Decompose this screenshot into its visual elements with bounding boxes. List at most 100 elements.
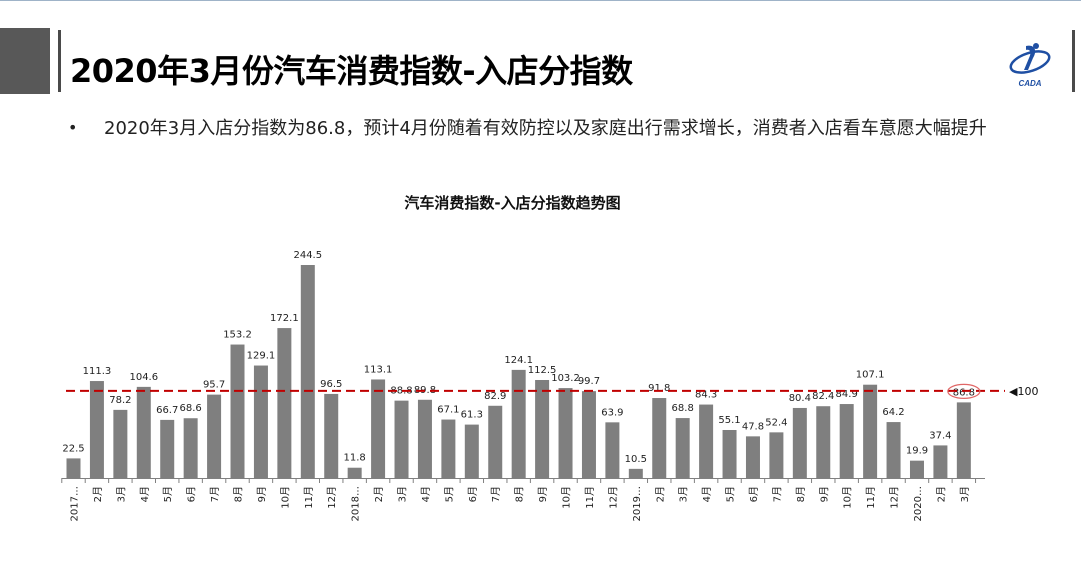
x-tick-label: 7月 — [209, 486, 221, 502]
bar — [839, 404, 854, 478]
x-tick-label: 2月 — [654, 486, 666, 502]
bar — [909, 460, 924, 478]
x-tick-label: 6月 — [748, 486, 760, 502]
data-label: 84.3 — [695, 390, 717, 401]
bar — [347, 467, 362, 478]
data-label: 55.1 — [718, 415, 740, 426]
x-tick-label: 5月 — [162, 486, 174, 502]
x-tick-label: 9月 — [256, 486, 268, 502]
x-tick-label: 12月 — [326, 486, 338, 509]
x-tick-label: 6月 — [467, 486, 479, 502]
data-label: 244.5 — [293, 250, 322, 261]
bar — [605, 422, 620, 478]
bar — [230, 344, 245, 478]
data-label: 22.5 — [62, 443, 84, 454]
data-label: 82.9 — [484, 391, 506, 402]
svg-text:CADA: CADA — [1018, 79, 1041, 88]
bar — [394, 400, 409, 478]
bar — [863, 384, 878, 478]
data-label: 66.7 — [156, 405, 178, 416]
bar — [253, 365, 268, 478]
x-tick-label: 3月 — [959, 486, 971, 502]
data-label: 153.2 — [223, 330, 252, 341]
x-tick-label: 11月 — [584, 486, 596, 509]
chart-title: 汽车消费指数-入店分指数趋势图 — [404, 194, 621, 212]
bar — [558, 388, 573, 478]
data-label: 68.8 — [672, 403, 694, 414]
x-tick-label: 8月 — [233, 486, 245, 502]
data-label: 103.2 — [551, 373, 580, 384]
bar — [136, 386, 151, 478]
data-label: 129.1 — [247, 351, 276, 362]
bar — [933, 445, 948, 478]
data-label: 78.2 — [109, 395, 131, 406]
data-label: 113.1 — [364, 364, 393, 375]
x-tick-label: 8月 — [514, 486, 526, 502]
x-tick-label: 11月 — [865, 486, 877, 509]
data-label: 63.9 — [601, 407, 623, 418]
x-tick-label: 5月 — [443, 486, 455, 502]
x-tick-label: 3月 — [115, 486, 127, 502]
data-label: 52.4 — [765, 417, 787, 428]
x-tick-label: 11月 — [303, 486, 315, 509]
bar — [464, 424, 479, 478]
bar — [722, 429, 737, 478]
bar — [300, 265, 315, 478]
title-accent-block — [0, 28, 50, 94]
data-label: 112.5 — [528, 365, 557, 376]
data-label: 88.8 — [390, 386, 412, 397]
data-label: 80.4 — [789, 393, 811, 404]
x-tick-label: 9月 — [537, 486, 549, 502]
x-tick-label: 7月 — [771, 486, 783, 502]
data-label: 99.7 — [578, 376, 600, 387]
data-label: 124.1 — [504, 355, 533, 366]
data-label: 95.7 — [203, 380, 225, 391]
x-tick-label: 12月 — [607, 486, 619, 509]
bar — [324, 393, 339, 478]
title-right-rule — [1072, 30, 1075, 92]
x-tick-label: 10月 — [842, 486, 854, 509]
x-tick-label: 4月 — [420, 486, 432, 502]
page-title: 2020年3月份汽车消费指数-入店分指数 — [70, 52, 633, 90]
bar — [89, 381, 104, 478]
bar — [371, 379, 386, 478]
data-label: 11.8 — [344, 453, 366, 464]
data-label: 104.6 — [129, 372, 158, 383]
bar — [160, 419, 175, 478]
top-border-line — [0, 0, 1081, 1]
x-tick-label: 9月 — [818, 486, 830, 502]
x-tick-label: 5月 — [725, 486, 737, 502]
x-tick-label: 4月 — [701, 486, 713, 502]
bar — [183, 418, 198, 478]
data-label: 67.1 — [437, 405, 459, 416]
bar — [792, 407, 807, 478]
reference-line-label: ◀100 — [1009, 385, 1038, 398]
bar — [581, 391, 596, 478]
x-tick-label: 2019… — [632, 486, 643, 521]
bullet-text: 2020年3月入店分指数为86.8，预计4月份随着有效防控以及家庭出行需求增长，… — [104, 118, 987, 139]
bar — [535, 379, 550, 478]
bar — [699, 404, 714, 478]
data-label: 91.8 — [648, 383, 670, 394]
bullet-marker: • — [68, 118, 78, 137]
title-left-rule — [58, 30, 61, 92]
x-tick-label: 4月 — [139, 486, 151, 502]
data-label: 47.8 — [742, 421, 764, 432]
bar — [886, 422, 901, 478]
data-label: 84.9 — [836, 389, 858, 400]
bar — [417, 399, 432, 478]
x-tick-label: 2月 — [92, 486, 104, 502]
x-tick-label: 12月 — [889, 486, 901, 509]
x-tick-label: 6月 — [186, 486, 198, 502]
bar — [769, 432, 784, 478]
x-tick-label: 10月 — [279, 486, 291, 509]
bar — [816, 406, 831, 478]
bar — [956, 402, 971, 478]
data-label: 96.5 — [320, 379, 342, 390]
data-label: 64.2 — [882, 407, 904, 418]
x-tick-label: 3月 — [397, 486, 409, 502]
highlight-ellipse — [947, 383, 981, 399]
bar — [113, 409, 128, 478]
bar — [628, 468, 643, 478]
